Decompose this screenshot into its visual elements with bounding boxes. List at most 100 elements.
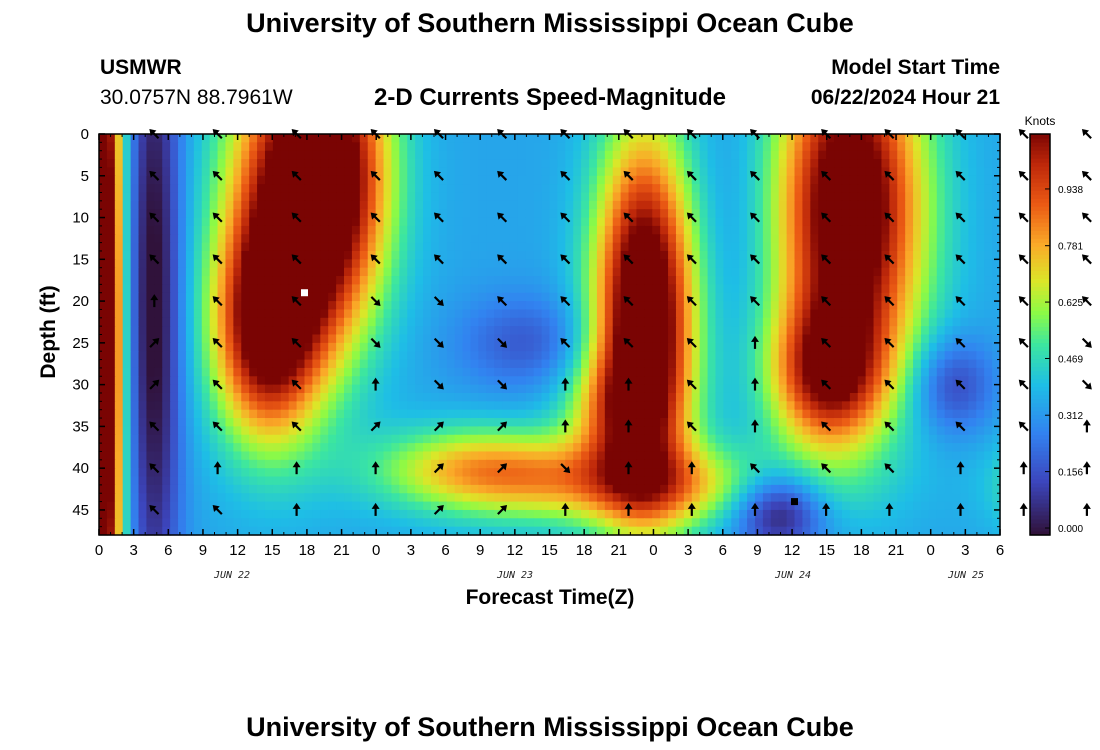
heat-cell <box>747 334 756 344</box>
heat-cell <box>628 493 638 503</box>
heat-cell <box>818 142 827 152</box>
heat-cell <box>162 334 171 344</box>
heat-cell <box>407 326 416 336</box>
heat-cell <box>652 493 661 503</box>
heat-cell <box>478 434 487 444</box>
heat-cell <box>644 459 653 469</box>
heat-cell <box>114 225 124 235</box>
heat-cell <box>857 259 867 269</box>
heat-cell <box>960 259 969 269</box>
heat-cell <box>280 284 290 294</box>
heat-cell <box>209 351 219 361</box>
heat-cell <box>699 426 709 436</box>
heat-cell <box>652 334 661 344</box>
heat-cell <box>225 276 234 285</box>
heat-cell <box>502 175 511 185</box>
heat-cell <box>146 451 155 461</box>
heat-cell <box>446 234 456 244</box>
heat-cell <box>810 351 819 361</box>
heat-cell <box>802 301 811 311</box>
heat-cell <box>723 359 732 369</box>
heat-cell <box>99 284 108 294</box>
heat-cell <box>201 367 211 377</box>
heat-cell <box>209 342 219 352</box>
heat-cell <box>675 434 685 444</box>
heat-cell <box>391 292 400 302</box>
heat-cell <box>541 276 551 285</box>
heat-cell <box>976 142 985 152</box>
heat-cell <box>715 359 724 369</box>
heat-cell <box>288 217 298 227</box>
heat-cell <box>818 200 827 210</box>
heat-cell <box>549 342 558 352</box>
heat-cell <box>707 434 717 444</box>
heat-cell <box>257 351 266 361</box>
heat-cell <box>565 225 574 235</box>
heat-cell <box>170 409 179 419</box>
heat-cell <box>114 250 124 260</box>
heat-cell <box>272 451 282 461</box>
heat-cell <box>344 426 353 436</box>
heat-cell <box>138 242 148 252</box>
heat-cell <box>731 317 740 327</box>
heat-cell <box>786 418 796 427</box>
heat-cell <box>794 200 804 210</box>
heat-cell <box>604 234 614 244</box>
heat-cell <box>296 484 306 494</box>
heat-cell <box>865 468 875 478</box>
heat-cell <box>312 225 321 235</box>
heat-cell <box>272 209 282 219</box>
heat-cell <box>786 326 796 336</box>
heat-cell <box>178 468 187 478</box>
heat-cell <box>897 209 906 219</box>
heat-cell <box>881 309 890 319</box>
heat-cell <box>754 276 764 285</box>
heat-cell <box>992 392 1001 402</box>
heat-cell <box>604 309 614 319</box>
heat-cell <box>225 434 234 444</box>
heat-cell <box>225 484 234 494</box>
heat-cell <box>154 242 163 252</box>
heat-cell <box>944 409 954 419</box>
heat-cell <box>549 159 558 169</box>
heat-cell <box>913 459 922 469</box>
heat-cell <box>668 493 677 503</box>
heat-cell <box>415 476 424 486</box>
heat-cell <box>272 493 282 503</box>
heat-cell <box>960 225 969 235</box>
heat-cell <box>652 267 661 277</box>
heat-cell <box>178 392 187 402</box>
heat-cell <box>936 418 946 427</box>
heat-cell <box>193 367 203 377</box>
heat-cell <box>272 317 282 327</box>
heat-cell <box>818 351 827 361</box>
heat-cell <box>754 459 764 469</box>
heat-cell <box>770 493 780 503</box>
heat-cell <box>533 284 543 294</box>
heat-cell <box>344 451 353 461</box>
heat-cell <box>920 334 930 344</box>
heat-cell <box>723 242 732 252</box>
heat-cell <box>557 351 566 361</box>
heat-cell <box>747 317 756 327</box>
heat-cell <box>114 418 124 427</box>
heat-cell <box>762 134 772 143</box>
heat-cell <box>201 484 211 494</box>
heat-cell <box>691 418 701 427</box>
heat-cell <box>960 317 969 327</box>
heat-cell <box>786 250 796 260</box>
heat-cell <box>517 426 527 436</box>
heat-cell <box>494 317 503 327</box>
heat-cell <box>375 367 385 377</box>
heat-cell <box>106 451 116 461</box>
heat-cell <box>581 392 590 402</box>
heat-cell <box>620 426 630 436</box>
heat-cell <box>818 317 827 327</box>
heat-cell <box>525 259 535 269</box>
heat-cell <box>517 317 527 327</box>
heat-cell <box>960 175 969 185</box>
heat-cell <box>612 200 622 210</box>
heat-cell <box>296 150 306 160</box>
heat-cell <box>201 309 211 319</box>
heat-cell <box>312 284 321 294</box>
